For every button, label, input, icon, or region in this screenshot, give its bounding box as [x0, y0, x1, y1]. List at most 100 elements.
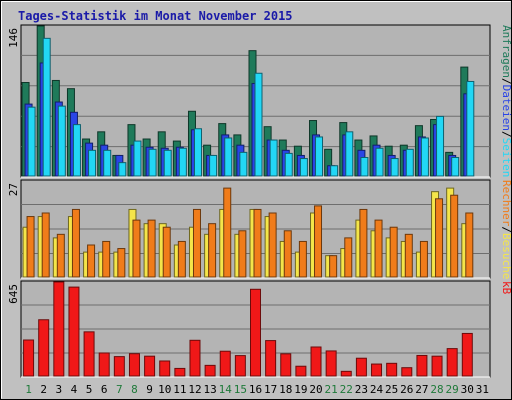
legend-entry: / [500, 131, 512, 138]
day-label-27: 27 [415, 383, 428, 396]
bar-seiten-day-8 [133, 140, 142, 177]
day-label-21: 21 [325, 383, 338, 396]
day-label-17: 17 [264, 383, 277, 396]
legend-entry: Besuche [500, 233, 512, 279]
day-label-3: 3 [56, 383, 63, 396]
legend-entry: Seiten [500, 138, 512, 178]
bar-seiten-day-6 [103, 149, 112, 177]
bar-rechner-day-23 [359, 208, 368, 278]
bar-rechner-day-3 [56, 233, 65, 278]
bar-rechner-day-17 [268, 212, 277, 278]
bar-seiten-day-2 [42, 37, 51, 177]
day-label-4: 4 [71, 383, 78, 396]
bar-seiten-day-10 [163, 149, 172, 177]
bar-seiten-day-9 [148, 148, 157, 177]
day-label-14: 14 [219, 383, 233, 396]
bar-rechner-day-4 [71, 208, 80, 278]
bar-seiten-day-24 [375, 147, 384, 177]
bar-rechner-day-21 [329, 255, 338, 278]
bar-rechner-day-15 [238, 230, 247, 278]
bar-kb-day-25 [386, 362, 398, 377]
bar-rechner-day-24 [374, 219, 383, 278]
bar-rechner-day-9 [147, 219, 156, 278]
bar-seiten-day-18 [284, 152, 293, 177]
bar-rechner-day-14 [223, 187, 232, 278]
bar-kb-day-17 [265, 340, 277, 377]
bar-kb-day-14 [219, 350, 231, 377]
day-label-6: 6 [101, 383, 108, 396]
day-label-5: 5 [86, 383, 93, 396]
bar-rechner-day-13 [208, 223, 217, 278]
day-labels: 1 2 3 4 5 6 7 8 9 10 11 12 13 14 15 16 17 18 19 20 21 22 23 24 2… [25, 383, 489, 396]
bar-seiten-day-1 [27, 106, 36, 177]
bar-kb-day-22 [340, 370, 352, 377]
day-label-26: 26 [400, 383, 413, 396]
bar-seiten-day-30 [466, 80, 475, 177]
bar-kb-day-2 [38, 319, 50, 377]
bar-kb-day-20 [310, 346, 322, 377]
bar-kb-day-16 [250, 288, 261, 377]
legend-entry: Rechner [500, 180, 512, 227]
bar-kb-day-21 [325, 350, 337, 377]
bar-rechner-day-12 [192, 208, 201, 278]
series-legend-bottom: kB [500, 281, 512, 295]
bar-kb-day-27 [416, 354, 428, 377]
bar-seiten-day-23 [360, 157, 369, 177]
day-label-19: 19 [294, 383, 307, 396]
bar-rechner-day-5 [87, 244, 96, 278]
day-label-16: 16 [249, 383, 262, 396]
bar-rechner-day-16 [253, 208, 262, 278]
bar-seiten-day-21 [330, 165, 339, 177]
bar-rechner-day-20 [314, 205, 323, 278]
bar-seiten-day-14 [224, 137, 233, 177]
legend-entry: Anfragen [500, 25, 512, 78]
day-label-9: 9 [146, 383, 153, 396]
bar-kb-day-19 [295, 365, 307, 377]
day-label-15: 15 [234, 383, 247, 396]
bar-kb-day-26 [401, 367, 413, 377]
panel-top: 146 Anfragen/Dateien/Seiten [7, 24, 512, 178]
day-label-29: 29 [446, 383, 459, 396]
day-label-18: 18 [279, 383, 292, 396]
day-label-11: 11 [173, 383, 186, 396]
day-label-25: 25 [385, 383, 398, 396]
bar-seiten-day-28 [436, 115, 445, 177]
day-label-2: 2 [40, 383, 47, 396]
day-label-28: 28 [430, 383, 443, 396]
bar-seiten-day-25 [390, 158, 399, 177]
bar-seiten-day-22 [345, 131, 354, 177]
bar-kb-day-4 [68, 286, 80, 377]
bar-kb-day-28 [431, 355, 443, 377]
panel-middle: 27 Rechner/Besuche [7, 179, 512, 279]
bar-seiten-day-26 [405, 148, 414, 177]
day-label-1: 1 [25, 383, 32, 396]
bar-rechner-day-19 [298, 240, 307, 278]
bar-rechner-day-30 [465, 212, 474, 278]
bar-rechner-day-2 [41, 212, 50, 278]
bar-kb-day-13 [204, 364, 216, 377]
bar-rechner-day-26 [404, 233, 413, 278]
day-label-12: 12 [188, 383, 201, 396]
day-label-20: 20 [309, 383, 322, 396]
bar-seiten-day-5 [88, 149, 97, 177]
day-label-30: 30 [461, 383, 474, 396]
bar-kb-day-7 [113, 356, 125, 377]
bar-seiten-day-20 [315, 136, 324, 177]
bar-kb-day-15 [234, 355, 246, 377]
legend-entry: Dateien [500, 85, 512, 131]
legend-entry: / [500, 226, 512, 233]
legend-entry: kB [500, 281, 512, 295]
bar-kb-day-1 [23, 339, 35, 377]
day-label-8: 8 [131, 383, 138, 396]
ymax-label-top: 146 [7, 28, 20, 48]
bar-kb-day-23 [355, 357, 367, 377]
bar-seiten-day-29 [451, 157, 460, 177]
bar-kb-day-6 [98, 352, 110, 377]
bar-seiten-day-19 [299, 158, 308, 177]
ymax-label-bottom: 645 [7, 284, 20, 304]
bar-rechner-day-28 [435, 198, 444, 278]
bar-kb-day-9 [144, 355, 156, 377]
bar-kb-day-12 [189, 339, 201, 377]
